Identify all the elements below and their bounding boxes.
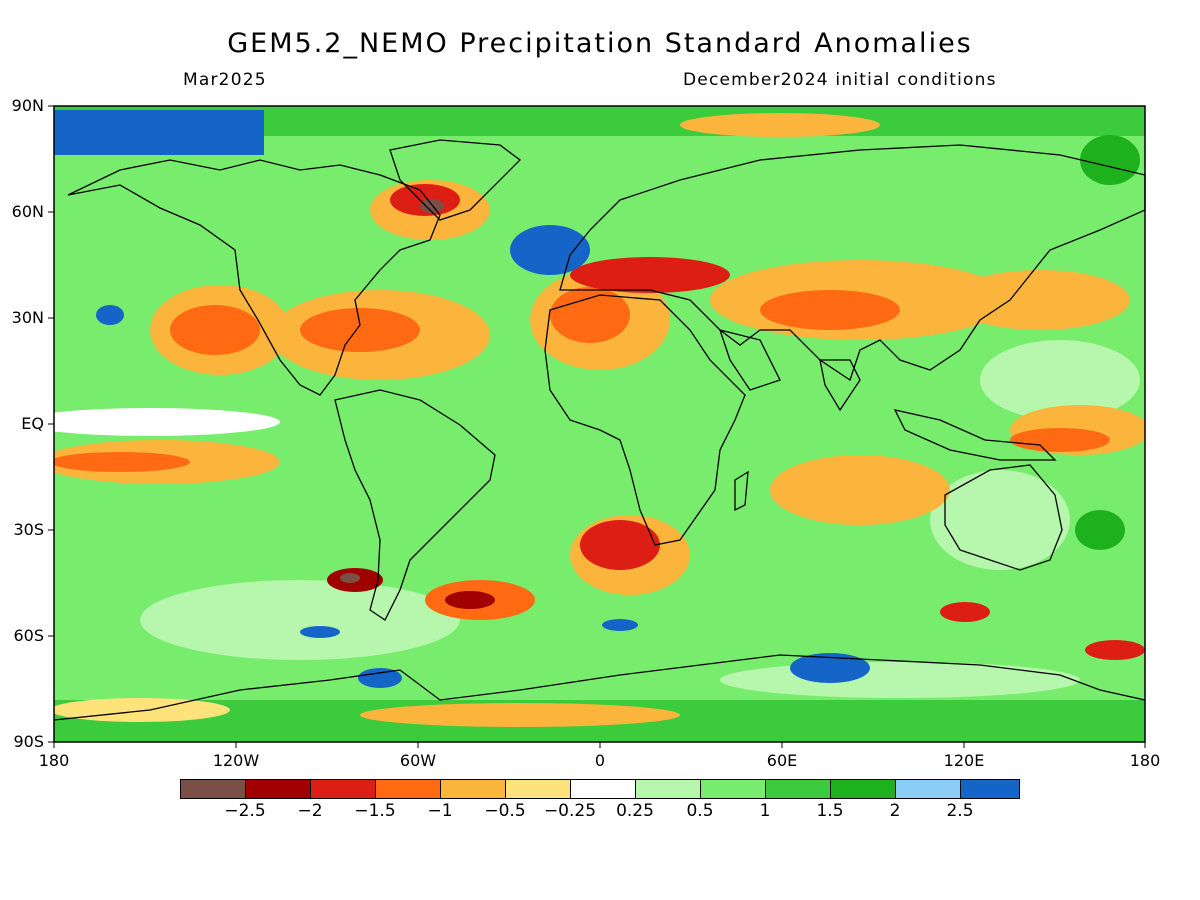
legend-swatch [505,779,571,799]
legend-swatch [570,779,636,799]
lon-label-60w: 60W [399,751,437,770]
legend-label: −1.5 [354,801,396,821]
legend-swatch [960,779,1020,799]
lat-label-30s: 30S [13,520,44,539]
legend-swatch [180,779,246,799]
legend-swatch [375,779,441,799]
lon-label-60e: 60E [766,751,798,770]
latitude-ticks [48,105,54,743]
legend-swatch [830,779,896,799]
lon-label-120e: 120E [943,751,985,770]
lat-label-60n: 60N [11,202,44,221]
coastlines [53,139,1146,721]
legend-swatch [765,779,831,799]
legend-label: −2 [297,801,323,821]
lon-label-120w: 120W [212,751,260,770]
legend-label: −2.5 [224,801,266,821]
legend-swatch [635,779,701,799]
anomaly-field [54,106,1145,742]
legend-swatch [895,779,961,799]
lat-label-30n: 30N [11,308,44,327]
lon-label-180-east: 180 [1129,751,1161,770]
valid-month-label: Mar2025 [183,70,267,90]
legend-label: 0.5 [686,801,714,821]
legend-label: 1 [759,801,771,821]
longitude-ticks [53,742,1146,748]
lon-label-0: 0 [594,751,606,770]
legend-swatch [700,779,766,799]
legend-label: −1 [427,801,453,821]
legend-label: 2 [889,801,901,821]
lon-label-180-west: 180 [38,751,70,770]
map-title: GEM5.2_NEMO Precipitation Standard Anoma… [227,28,973,59]
legend-swatch [440,779,506,799]
lat-label-90s: 90S [13,732,44,751]
legend-swatch [245,779,311,799]
lat-label-eq: EQ [21,414,44,433]
legend-label: −0.5 [484,801,526,821]
lat-label-60s: 60S [13,626,44,645]
initial-conditions-label: December2024 initial conditions [683,70,997,90]
legend-label: 2.5 [946,801,974,821]
legend-label: 1.5 [816,801,844,821]
legend-label: −0.25 [543,801,597,821]
lat-label-90n: 90N [11,96,44,115]
legend-swatch [310,779,376,799]
legend-label: 0.25 [616,801,654,821]
